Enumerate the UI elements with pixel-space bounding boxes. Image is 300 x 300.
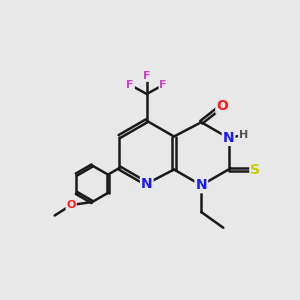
Text: F: F: [127, 80, 134, 90]
Text: S: S: [250, 163, 260, 176]
Text: O: O: [67, 200, 76, 210]
Text: N: N: [141, 177, 152, 191]
Text: N: N: [196, 178, 207, 192]
Text: H: H: [239, 130, 248, 140]
Text: N: N: [223, 131, 234, 145]
Text: F: F: [160, 80, 167, 90]
Text: F: F: [143, 71, 151, 81]
Text: O: O: [216, 99, 228, 113]
